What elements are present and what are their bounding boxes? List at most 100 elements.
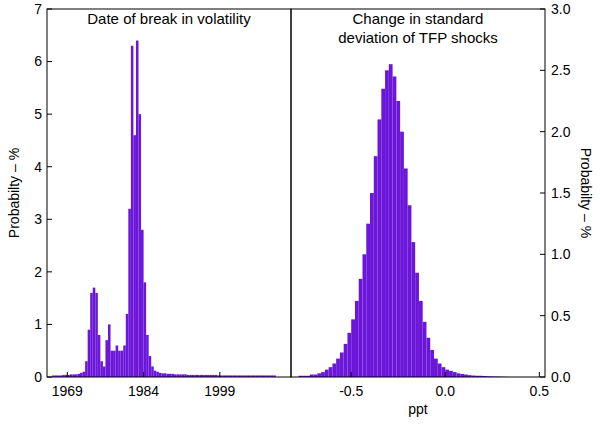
histogram-bar [95, 293, 98, 377]
bars [299, 64, 510, 377]
histogram-bar [151, 366, 154, 377]
y-tick [540, 9, 545, 10]
y-tick-label: 5 [34, 106, 42, 122]
histogram-bar [161, 373, 164, 377]
y-tick-label: 2 [34, 264, 42, 280]
y-tick [47, 271, 52, 272]
histogram-bar [400, 132, 404, 377]
histogram-bar [116, 345, 119, 377]
histogram-bar [423, 322, 427, 377]
histogram-bar [317, 373, 321, 377]
y-tick-label: 0 [34, 369, 42, 385]
histogram-bar [154, 371, 157, 377]
x-tick-label: 1969 [52, 383, 83, 399]
y-tick-label: 0.5 [551, 308, 571, 324]
y-tick [47, 219, 52, 220]
x-tick [219, 372, 220, 377]
histogram-bar [351, 319, 355, 377]
x-tick [539, 372, 540, 377]
y-tick [47, 114, 52, 115]
histogram-bar [85, 361, 88, 377]
chart: Date of break in volatility 1969 1984 1999 0… [0, 0, 600, 425]
y-tick-label: 1.5 [551, 185, 571, 201]
histogram-bar [118, 351, 121, 377]
histogram-bar [121, 351, 124, 377]
histogram-bar [111, 351, 114, 377]
histogram-bar [83, 372, 86, 377]
histogram-bar [332, 364, 336, 377]
histogram-bar [105, 340, 108, 377]
histogram-bar [404, 168, 408, 377]
histogram-bar [393, 76, 397, 377]
x-tick-label: 0.0 [436, 383, 456, 399]
y-tick-label: 7 [34, 1, 42, 17]
y-tick-label: 3 [34, 211, 42, 227]
histogram-bar [362, 254, 366, 377]
histogram-bar [149, 356, 152, 377]
y-tick [47, 377, 52, 378]
histogram-bar [347, 333, 351, 377]
histogram-bar [355, 301, 359, 377]
histogram-bar [133, 135, 136, 377]
histogram-bar [411, 242, 415, 377]
histogram-bar [453, 372, 457, 377]
histogram-bar [108, 324, 111, 377]
y-tick [47, 61, 52, 62]
histogram-bar [93, 288, 96, 377]
histogram-bar [123, 345, 126, 377]
y-tick [540, 377, 545, 378]
panel-title: Date of break in volatility [87, 10, 251, 27]
y-axis-label: Probabilty – % [6, 148, 22, 238]
y-tick-label: 1.0 [551, 246, 571, 262]
histogram-bar [370, 193, 374, 377]
x-tick-label: 0.5 [530, 383, 550, 399]
y-tick [540, 315, 545, 316]
histogram-bar [100, 361, 103, 377]
x-tick-label: 1999 [204, 383, 235, 399]
y-tick [47, 166, 52, 167]
histogram-bar [329, 367, 333, 377]
y-axis-label: Probabilty – % [578, 148, 594, 238]
plot-frame [47, 9, 291, 377]
x-tick [351, 372, 352, 377]
histogram-bar [144, 282, 147, 377]
histogram-bar [408, 205, 412, 377]
title-line: Date of break in volatility [87, 10, 251, 27]
histogram-bar [366, 224, 370, 377]
y-tick [540, 131, 545, 132]
histogram-bar [445, 370, 449, 377]
x-tick-label: 1984 [128, 383, 159, 399]
histogram-bar [415, 273, 419, 377]
histogram-bar [340, 352, 344, 377]
title-line: Change in standard [353, 10, 484, 27]
histogram-bar [136, 41, 139, 377]
y-tick-label: 6 [34, 53, 42, 69]
histogram-bar [113, 351, 116, 377]
histogram-bar [159, 373, 162, 377]
histogram-bar [128, 209, 131, 377]
histogram-bar [103, 366, 106, 377]
histogram-bar [438, 364, 442, 377]
histogram-bar [430, 350, 434, 377]
histogram-bar [381, 89, 385, 377]
title-line: deviation of TFP shocks [338, 29, 498, 46]
y-tick-label: 1 [34, 316, 42, 332]
histogram-bar [434, 359, 438, 377]
histogram-bar [126, 314, 129, 377]
histogram-bar [325, 370, 329, 377]
y-tick [47, 9, 52, 10]
y-tick-label: 0.0 [551, 369, 571, 385]
x-tick [143, 372, 144, 377]
histogram-bar [164, 373, 167, 377]
plot-frame [291, 9, 545, 377]
histogram-bar [336, 359, 340, 377]
x-tick [445, 372, 446, 377]
histogram-bar [378, 119, 382, 377]
histogram-bar [426, 338, 430, 377]
y-tick-label: 3.0 [551, 1, 571, 17]
histogram-bar [146, 335, 149, 377]
x-axis-label: ppt [408, 401, 428, 417]
y-tick-label: 4 [34, 159, 42, 175]
histogram-bar [385, 70, 389, 377]
x-tick [67, 372, 68, 377]
